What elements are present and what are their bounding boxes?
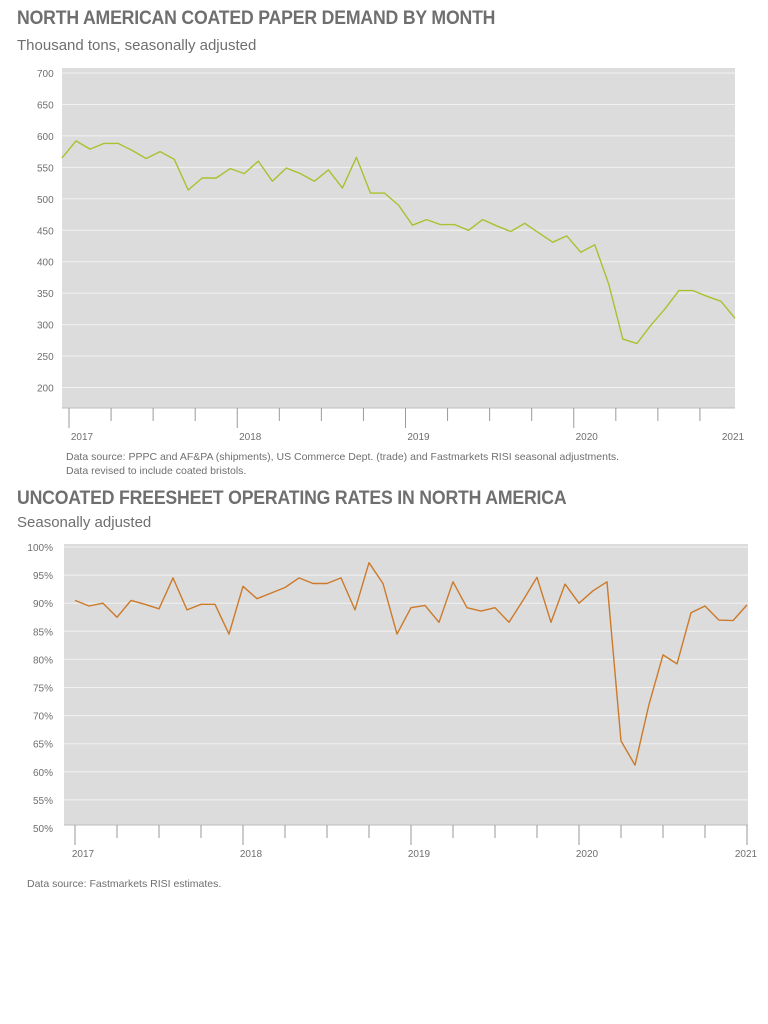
y-tick-label: 100%	[27, 543, 53, 554]
y-tick-label: 550	[37, 163, 54, 174]
y-tick-label: 70%	[33, 712, 53, 723]
y-tick-label: 650	[37, 100, 54, 111]
y-tick-label: 65%	[33, 740, 53, 751]
y-tick-label: 60%	[33, 768, 53, 779]
y-tick-label: 250	[37, 352, 54, 363]
data-source-note: Data source: PPPC and AF&PA (shipments),…	[66, 451, 620, 463]
x-tick-label: 2017	[72, 849, 95, 860]
x-tick-label: 2017	[71, 432, 94, 443]
y-tick-label: 350	[37, 289, 54, 300]
chart-title: NORTH AMERICAN COATED PAPER DEMAND BY MO…	[17, 8, 496, 29]
uncoated-freesheet-chart: UNCOATED FREESHEET OPERATING RATES IN NO…	[0, 485, 768, 905]
data-source-note: Data source: Fastmarkets RISI estimates.	[27, 878, 222, 890]
chart-title: UNCOATED FREESHEET OPERATING RATES IN NO…	[17, 488, 567, 509]
y-tick-label: 600	[37, 132, 54, 143]
y-tick-label: 50%	[33, 824, 53, 835]
y-tick-label: 450	[37, 226, 54, 237]
series-line	[61, 140, 736, 345]
y-tick-label: 85%	[33, 627, 53, 638]
y-tick-label: 300	[37, 321, 54, 332]
x-tick-label: 2020	[576, 849, 599, 860]
x-tick-label: 2021	[722, 432, 745, 443]
chart-subtitle: Thousand tons, seasonally adjusted	[17, 37, 257, 54]
y-tick-label: 200	[37, 384, 54, 395]
chart-plot: 200 250 300 350 400 450 500 550 600 650 700 2017 201…	[37, 68, 745, 443]
data-revision-note: Data revised to include coated bristols.	[66, 465, 247, 477]
x-tick-label: 2021	[735, 849, 758, 860]
y-tick-label: 90%	[33, 599, 53, 610]
y-tick-label: 500	[37, 195, 54, 206]
x-tick-label: 2018	[239, 432, 262, 443]
y-tick-label: 400	[37, 258, 54, 269]
plot-area	[64, 544, 748, 825]
y-tick-label: 80%	[33, 655, 53, 666]
y-tick-label: 700	[37, 69, 54, 80]
y-tick-label: 55%	[33, 796, 53, 807]
x-tick-label: 2019	[408, 849, 431, 860]
y-tick-label: 75%	[33, 684, 53, 695]
coated-paper-demand-chart: NORTH AMERICAN COATED PAPER DEMAND BY MO…	[0, 0, 768, 485]
y-tick-label: 95%	[33, 571, 53, 582]
plot-area	[62, 68, 735, 408]
chart-subtitle: Seasonally adjusted	[17, 514, 152, 531]
x-tick-label: 2019	[407, 432, 430, 443]
x-tick-label: 2018	[240, 849, 263, 860]
x-tick-label: 2020	[576, 432, 599, 443]
chart-plot: 50% 55% 60% 65% 70% 75% 80% 85% 90% 95% 100% 2017 20…	[27, 543, 758, 860]
series-line	[74, 561, 748, 766]
